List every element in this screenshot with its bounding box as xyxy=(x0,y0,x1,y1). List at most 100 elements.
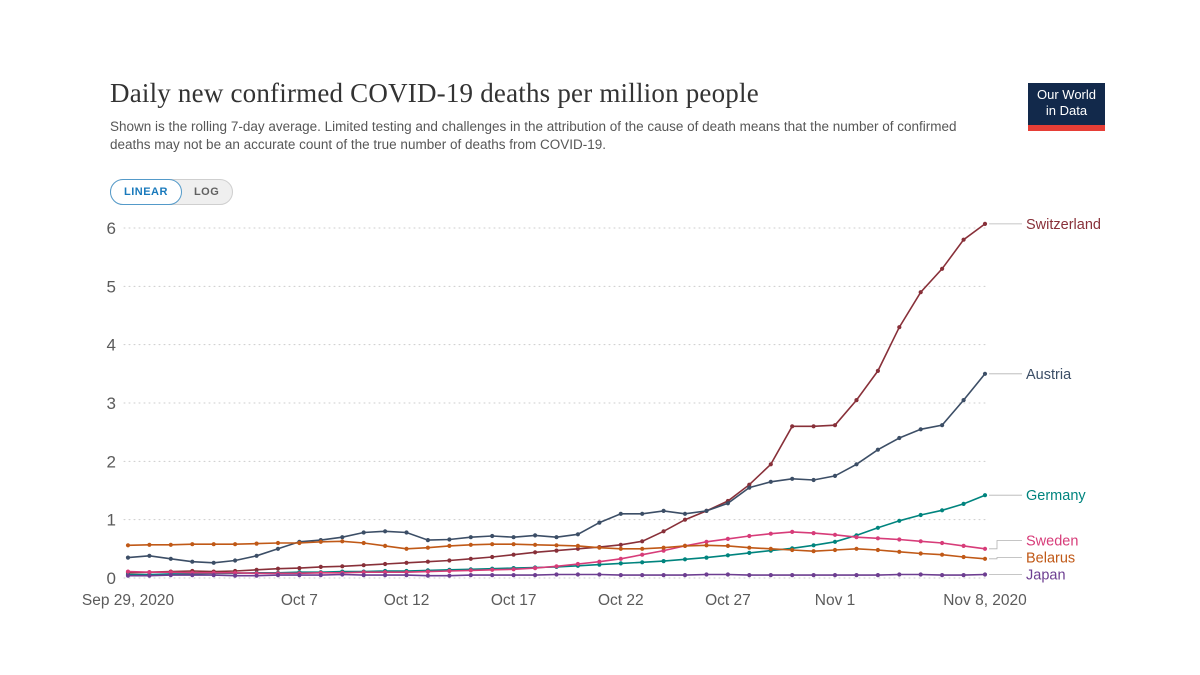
series-point xyxy=(897,549,902,554)
x-tick-label: Oct 27 xyxy=(705,592,751,609)
series-germany[interactable] xyxy=(125,493,988,577)
series-point xyxy=(233,558,238,563)
series-japan[interactable] xyxy=(125,572,988,578)
series-point xyxy=(125,543,131,548)
series-austria[interactable] xyxy=(125,371,988,565)
series-point xyxy=(318,573,323,578)
series-point xyxy=(254,567,259,572)
series-point xyxy=(533,550,538,555)
entity-label-germany[interactable]: Germany xyxy=(1026,488,1086,504)
series-point xyxy=(940,508,945,513)
x-tick-label: Oct 22 xyxy=(598,592,644,609)
series-point xyxy=(618,561,623,566)
entity-label-switzerland[interactable]: Switzerland xyxy=(1026,217,1101,233)
series-point xyxy=(254,541,259,546)
series-point xyxy=(961,573,966,578)
y-tick-label: 0 xyxy=(107,569,116,588)
owid-logo[interactable]: Our World in Data xyxy=(1028,83,1105,131)
series-point xyxy=(575,546,581,551)
series-point xyxy=(297,566,302,571)
series-point xyxy=(640,546,645,551)
series-point xyxy=(425,569,430,574)
entity-label-austria[interactable]: Austria xyxy=(1026,367,1072,383)
series-point xyxy=(447,568,452,574)
entity-label-connector xyxy=(989,540,1022,550)
series-point xyxy=(554,564,559,569)
series-point xyxy=(147,542,152,547)
series-point xyxy=(790,529,795,535)
series-point xyxy=(490,567,495,572)
y-tick-label: 4 xyxy=(107,336,116,355)
series-point xyxy=(832,473,838,478)
series-point xyxy=(447,537,452,542)
series-point xyxy=(297,573,302,578)
series-point xyxy=(511,567,516,572)
series-point xyxy=(147,570,152,575)
series-point xyxy=(275,546,281,551)
series-point xyxy=(661,545,666,550)
series-point xyxy=(640,539,645,544)
series-point xyxy=(125,573,131,578)
series-point xyxy=(897,325,902,330)
entity-label-sweden[interactable]: Sweden xyxy=(1026,534,1078,550)
series-point xyxy=(682,511,688,516)
series-point xyxy=(790,573,795,578)
series-point xyxy=(361,530,366,535)
series-point xyxy=(918,512,923,518)
series-point xyxy=(254,573,259,578)
series-point xyxy=(404,546,409,551)
series-point xyxy=(940,266,945,271)
series-point xyxy=(725,572,731,577)
series-switzerland[interactable] xyxy=(125,221,988,575)
series-belarus[interactable] xyxy=(125,539,988,561)
series-point xyxy=(854,535,859,540)
series-point xyxy=(725,536,731,542)
series-point xyxy=(982,371,988,376)
series-point xyxy=(682,517,688,522)
series-point xyxy=(747,550,752,556)
series-point xyxy=(254,553,259,558)
series-point xyxy=(618,573,623,578)
series-point xyxy=(661,548,666,553)
series-point xyxy=(940,540,945,546)
series-point xyxy=(211,542,216,547)
series-point xyxy=(468,535,473,540)
series-point xyxy=(790,547,795,553)
series-point xyxy=(575,532,581,537)
series-point xyxy=(940,552,945,557)
series-point xyxy=(425,573,430,578)
series-point xyxy=(125,555,131,560)
series-point xyxy=(918,427,923,432)
series-point xyxy=(661,573,666,578)
series-point xyxy=(447,543,452,549)
series-point xyxy=(554,535,559,540)
entity-label-belarus[interactable]: Belarus xyxy=(1026,551,1075,567)
series-point xyxy=(597,572,602,577)
series-point xyxy=(190,559,195,564)
y-tick-label: 1 xyxy=(107,511,116,530)
series-point xyxy=(961,501,966,506)
series-point xyxy=(383,543,388,549)
linear-tab[interactable]: LINEAR xyxy=(110,179,182,205)
entity-label-connector xyxy=(989,557,1022,560)
series-point xyxy=(875,525,881,530)
series-point xyxy=(661,529,666,534)
log-tab[interactable]: LOG xyxy=(181,180,232,204)
entity-label-japan[interactable]: Japan xyxy=(1026,568,1066,584)
scale-toggle: LINEAR LOG xyxy=(110,179,234,205)
series-point xyxy=(832,547,838,553)
series-point xyxy=(854,462,859,467)
series-point xyxy=(468,556,473,561)
series-point xyxy=(575,543,581,549)
series-point xyxy=(490,554,495,560)
series-point xyxy=(468,542,473,547)
series-point xyxy=(533,573,538,578)
series-point xyxy=(597,559,602,564)
series-point xyxy=(961,543,966,549)
series-point xyxy=(961,554,966,560)
owid-logo-line1: Our World xyxy=(1037,87,1096,102)
series-point xyxy=(554,548,559,553)
x-tick-label: Oct 7 xyxy=(281,592,318,609)
